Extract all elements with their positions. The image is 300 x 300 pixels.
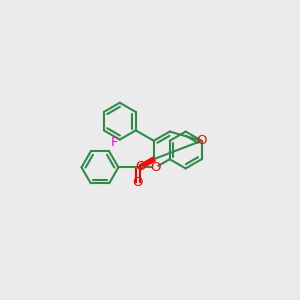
Text: O: O xyxy=(150,161,161,174)
Text: O: O xyxy=(196,134,207,147)
Text: O: O xyxy=(136,160,146,173)
Text: O: O xyxy=(133,176,143,189)
Text: F: F xyxy=(111,136,118,149)
